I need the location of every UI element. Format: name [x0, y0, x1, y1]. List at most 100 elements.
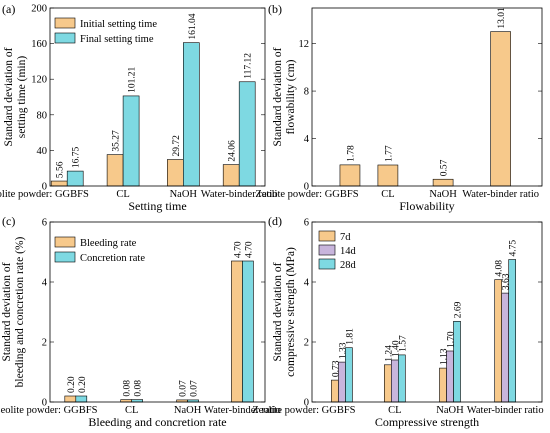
category-label: Zeolite powder: GGBFS	[252, 405, 355, 416]
category-label: CL	[125, 405, 138, 416]
bar-a-0-1	[106, 154, 124, 187]
value-label: 0.73	[331, 360, 341, 377]
y-tick-label: 0	[304, 398, 309, 409]
plot-frame	[49, 221, 266, 403]
y-tick-label: 200	[31, 4, 47, 15]
bar-a-1-0	[66, 170, 84, 187]
category-label: NaOH	[436, 405, 464, 416]
plot-frame	[311, 7, 543, 187]
legend-entry: Initial setting time	[80, 19, 157, 30]
y-axis-label-line-1: Standard deviation of	[272, 47, 284, 146]
y-axis-label-line-2: setting time (min)	[16, 56, 28, 139]
bar-d-1-2	[446, 350, 454, 403]
bar-c-1-3	[242, 260, 254, 403]
value-label: 3.63	[502, 273, 512, 290]
bar-c-1-0	[75, 395, 88, 403]
category-label: CL	[116, 189, 129, 200]
value-label: 0.07	[190, 380, 200, 397]
value-label: 29.72	[172, 135, 182, 157]
y-tick-label: 2	[304, 338, 309, 349]
y-axis-label-line-2: flowability (cm)	[285, 59, 297, 134]
legend-entry: Concretion rate	[80, 253, 145, 264]
category-label: Water-binder ratio	[204, 405, 281, 416]
legend-swatch	[54, 32, 76, 44]
value-label: 0.07	[179, 380, 189, 397]
y-tick-label: 4	[304, 278, 310, 289]
value-label: 0.20	[67, 376, 77, 393]
y-tick-label: 40	[37, 146, 48, 157]
category-label: NaOH	[170, 189, 198, 200]
y-tick-label: 160	[31, 39, 47, 50]
y-axis-label-line-1: Standard deviation of	[1, 262, 13, 361]
y-axis-label-line-1: Standard deviation of	[3, 47, 15, 146]
value-label: 101.21	[128, 67, 138, 93]
category-label: Water-binder ratio	[462, 189, 539, 200]
bar-d-2-2	[453, 320, 461, 403]
value-label: 1.24	[384, 345, 394, 362]
chart-panel-b: 1.78 Zeolite powder: GGBFS 1.77 CL 0.57 NaOH 1…	[255, 2, 543, 213]
bar-d-0-0	[331, 379, 339, 403]
category-label: NaOH	[174, 405, 202, 416]
bar-d-2-1	[397, 354, 406, 403]
bar-a-1-2	[183, 42, 200, 187]
value-label: 0.20	[78, 376, 88, 393]
category-label: Zeolite powder: GGBFS	[0, 189, 89, 200]
chart-panel-c: 0.20 0.20 Zeolite powder: GGBFS 0.08 0.08 CL 0…	[0, 214, 281, 429]
legend-entry: 28d	[340, 260, 357, 271]
legend-entry: 7d	[340, 232, 351, 243]
value-label: 1.78	[346, 145, 356, 162]
y-tick-label: 120	[31, 75, 47, 86]
plot-frame	[311, 221, 543, 403]
chart-panel-d: 0.731.331.81 Zeolite powder: GGBFS 1.241.4…	[252, 214, 543, 429]
value-label: 0.08	[134, 380, 144, 397]
value-label: 1.70	[447, 331, 457, 348]
y-axis-label: Standard deviation ofbleeding and concre…	[1, 236, 26, 387]
x-axis-label: Flowability	[399, 199, 454, 213]
panel-label: (d)	[268, 214, 282, 228]
panel-label: (c)	[2, 214, 15, 228]
y-axis-label: Standard deviation offlowability (cm)	[272, 47, 297, 146]
bar-c-0-3	[231, 260, 243, 403]
x-axis-label: Setting time	[128, 199, 186, 213]
value-label: 35.27	[112, 130, 122, 152]
bar-b-0-3	[490, 31, 511, 187]
y-axis-label-line-1: Standard deviation of	[272, 262, 284, 361]
bar-b-0-1	[377, 164, 399, 187]
category-label: Zeolite powder: GGBFS	[0, 405, 98, 416]
y-axis-label: Standard deviation ofcompressive strengt…	[272, 247, 297, 377]
legend-swatch	[54, 236, 76, 248]
bar-a-1-1	[122, 95, 140, 187]
y-tick-label: 4	[304, 134, 310, 145]
y-tick-label: 0	[42, 182, 47, 193]
legend-entry: Bleeding rate	[80, 238, 137, 249]
y-tick-label: 12	[299, 39, 310, 50]
value-label: 4.70	[244, 241, 254, 258]
bar-d-0-3	[494, 279, 503, 403]
value-label: 5.56	[56, 161, 66, 178]
chart-panel-a: 5.56 16.75 Zeolite powder: GGBFS 35.27 101.2…	[0, 2, 278, 213]
value-label: 4.70	[233, 241, 243, 258]
x-axis-label: Compressive strength	[375, 415, 479, 429]
plot-frame	[49, 7, 266, 187]
bar-d-1-1	[390, 359, 399, 403]
bar-d-1-0	[338, 361, 346, 403]
y-tick-label: 2	[42, 338, 47, 349]
bar-a-0-3	[222, 164, 240, 187]
bar-d-0-1	[383, 364, 392, 403]
x-axis-label: Bleeding and concretion rate	[88, 415, 226, 429]
category-label: CL	[388, 405, 401, 416]
bar-b-0-2	[432, 178, 454, 187]
legend-swatch	[318, 230, 336, 242]
bar-d-2-0	[345, 347, 353, 403]
y-axis-label-line-2: bleeding and concretion rate (%)	[14, 236, 26, 387]
category-label: NaOH	[429, 189, 457, 200]
category-label: CL	[381, 189, 394, 200]
legend-swatch	[54, 251, 76, 263]
bar-c-0-0	[64, 395, 77, 403]
value-label: 24.06	[228, 140, 238, 162]
bar-d-0-2	[439, 367, 447, 403]
value-label: 1.40	[391, 340, 401, 357]
category-label: Zeolite powder: GGBFS	[255, 189, 358, 200]
value-label: 1.13	[440, 348, 450, 365]
